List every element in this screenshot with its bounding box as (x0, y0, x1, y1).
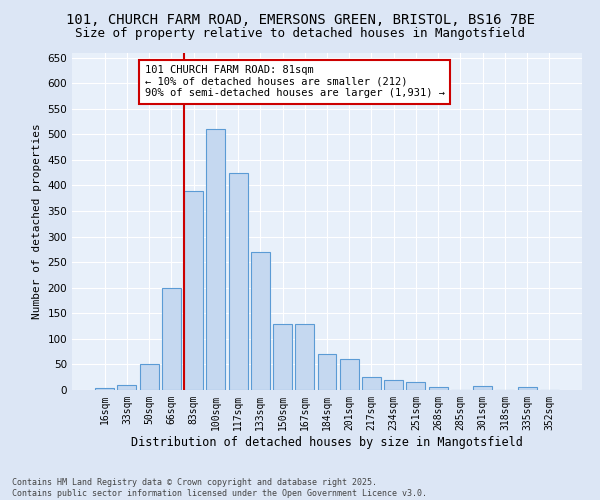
Bar (273, 324, 292, 390)
Bar (206, 129, 225, 390)
Bar (406, 382, 425, 390)
Bar (340, 360, 359, 390)
Text: Contains HM Land Registry data © Crown copyright and database right 2025.
Contai: Contains HM Land Registry data © Crown c… (12, 478, 427, 498)
Bar (362, 377, 381, 390)
Text: Size of property relative to detached houses in Mangotsfield: Size of property relative to detached ho… (75, 28, 525, 40)
Bar (140, 364, 158, 390)
Text: 101 CHURCH FARM ROAD: 81sqm
← 10% of detached houses are smaller (212)
90% of se: 101 CHURCH FARM ROAD: 81sqm ← 10% of det… (145, 66, 445, 98)
Bar (295, 324, 314, 390)
Bar (518, 388, 536, 390)
Y-axis label: Number of detached properties: Number of detached properties (32, 124, 42, 319)
Bar (184, 190, 203, 390)
Text: 101, CHURCH FARM ROAD, EMERSONS GREEN, BRISTOL, BS16 7BE: 101, CHURCH FARM ROAD, EMERSONS GREEN, B… (65, 12, 535, 26)
Bar (473, 386, 492, 390)
Bar (429, 388, 448, 390)
Bar (118, 385, 136, 390)
Bar (251, 252, 270, 390)
X-axis label: Distribution of detached houses by size in Mangotsfield: Distribution of detached houses by size … (131, 436, 523, 448)
Bar (229, 172, 248, 390)
Bar (162, 288, 181, 390)
Bar (317, 354, 337, 390)
Bar (95, 388, 114, 390)
Bar (384, 380, 403, 390)
